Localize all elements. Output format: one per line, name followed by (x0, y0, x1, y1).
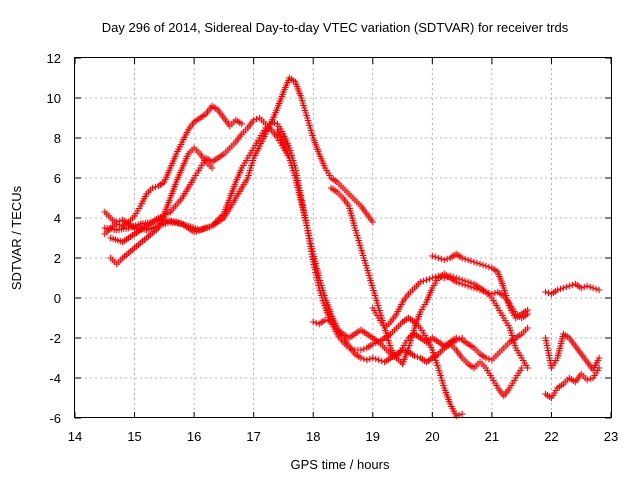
x-tick-label: 18 (306, 429, 320, 444)
data-points (107, 144, 216, 268)
series-track-e (101, 118, 466, 420)
x-tick-label: 17 (246, 429, 260, 444)
series-track-f (274, 126, 466, 366)
plot-frame (74, 57, 612, 418)
data-points (101, 118, 466, 420)
y-tick-label: 6 (54, 171, 61, 186)
data-points (107, 114, 293, 246)
y-tick-label: -2 (49, 331, 61, 346)
y-tick-label: -4 (49, 371, 61, 386)
data-points (101, 102, 246, 230)
data-points (435, 340, 525, 400)
y-tick-label: -6 (49, 411, 61, 426)
x-axis-label: GPS time / hours (291, 457, 390, 472)
series-track-m (542, 364, 603, 402)
series-track-g (309, 316, 531, 364)
series-track-b (101, 102, 246, 230)
y-axis-label: SDTVAR / TECUs (9, 185, 24, 290)
x-tick-label: 23 (604, 429, 618, 444)
data-points (309, 316, 531, 364)
y-tick-label: 2 (54, 251, 61, 266)
data-points (101, 74, 377, 238)
data-points (369, 272, 531, 372)
series-track-c (107, 144, 216, 268)
series-track-k (435, 340, 525, 400)
y-tick-label: 0 (54, 291, 61, 306)
series-track-j (429, 250, 531, 322)
data-points (274, 126, 466, 366)
series-track-i (369, 272, 531, 372)
series-track-d (107, 114, 293, 246)
x-tick-label: 21 (485, 429, 499, 444)
x-tick-label: 15 (127, 429, 141, 444)
data-points (542, 280, 603, 298)
y-tick-label: 8 (54, 131, 61, 146)
x-tick-label: 19 (366, 429, 380, 444)
chart-title: Day 296 of 2014, Sidereal Day-to-day VTE… (102, 20, 569, 35)
x-tick-label: 22 (544, 429, 558, 444)
series-track-l (542, 280, 603, 298)
series-track-h (327, 184, 531, 368)
plot-area (101, 74, 603, 420)
y-tick-label: 12 (47, 51, 61, 66)
x-tick-label: 20 (425, 429, 439, 444)
data-points (429, 250, 531, 322)
data-points (327, 184, 531, 368)
data-points (542, 364, 603, 402)
series-track-a (101, 74, 377, 238)
y-tick-label: 10 (47, 91, 61, 106)
data-points (542, 330, 603, 374)
x-tick-label: 16 (187, 429, 201, 444)
x-tick-label: 14 (68, 429, 82, 444)
y-tick-label: 4 (54, 211, 61, 226)
series-track-n (542, 330, 603, 374)
grid-lines (75, 58, 611, 418)
